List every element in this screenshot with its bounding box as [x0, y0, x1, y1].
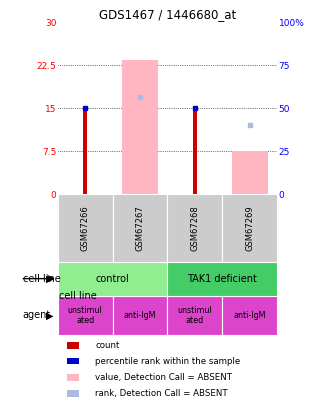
- Text: ▶: ▶: [46, 311, 53, 320]
- Bar: [67, 390, 79, 397]
- Text: anti-IgM: anti-IgM: [234, 311, 266, 320]
- Text: value, Detection Call = ABSENT: value, Detection Call = ABSENT: [95, 373, 232, 382]
- Text: cell line: cell line: [59, 290, 97, 301]
- Bar: [168, 262, 277, 296]
- Text: count: count: [95, 341, 119, 350]
- Bar: [113, 194, 168, 262]
- Bar: [67, 374, 79, 381]
- Bar: [222, 296, 277, 335]
- Text: agent: agent: [23, 311, 51, 320]
- Bar: [67, 358, 79, 364]
- Bar: [83, 108, 87, 194]
- Bar: [58, 296, 113, 335]
- Bar: [222, 194, 277, 262]
- Text: cell line: cell line: [23, 274, 60, 284]
- Text: rank, Detection Call = ABSENT: rank, Detection Call = ABSENT: [95, 389, 228, 398]
- Text: TAK1 deficient: TAK1 deficient: [187, 274, 257, 284]
- Bar: [232, 151, 268, 194]
- Text: GSM67266: GSM67266: [81, 205, 90, 251]
- Title: GDS1467 / 1446680_at: GDS1467 / 1446680_at: [99, 8, 236, 21]
- Bar: [58, 262, 168, 296]
- Text: unstimul
ated: unstimul ated: [68, 306, 103, 325]
- Bar: [168, 296, 222, 335]
- Text: GSM67267: GSM67267: [136, 205, 145, 251]
- Bar: [113, 296, 168, 335]
- Text: GSM67268: GSM67268: [190, 205, 199, 251]
- Text: percentile rank within the sample: percentile rank within the sample: [95, 356, 240, 366]
- Bar: [58, 194, 113, 262]
- Bar: [168, 194, 222, 262]
- Text: ▶: ▶: [46, 274, 53, 284]
- Text: anti-IgM: anti-IgM: [124, 311, 156, 320]
- Bar: [193, 108, 197, 194]
- Text: GSM67269: GSM67269: [245, 205, 254, 251]
- Text: control: control: [96, 274, 129, 284]
- Bar: [67, 342, 79, 349]
- Bar: [122, 60, 158, 194]
- Text: unstimul
ated: unstimul ated: [178, 306, 212, 325]
